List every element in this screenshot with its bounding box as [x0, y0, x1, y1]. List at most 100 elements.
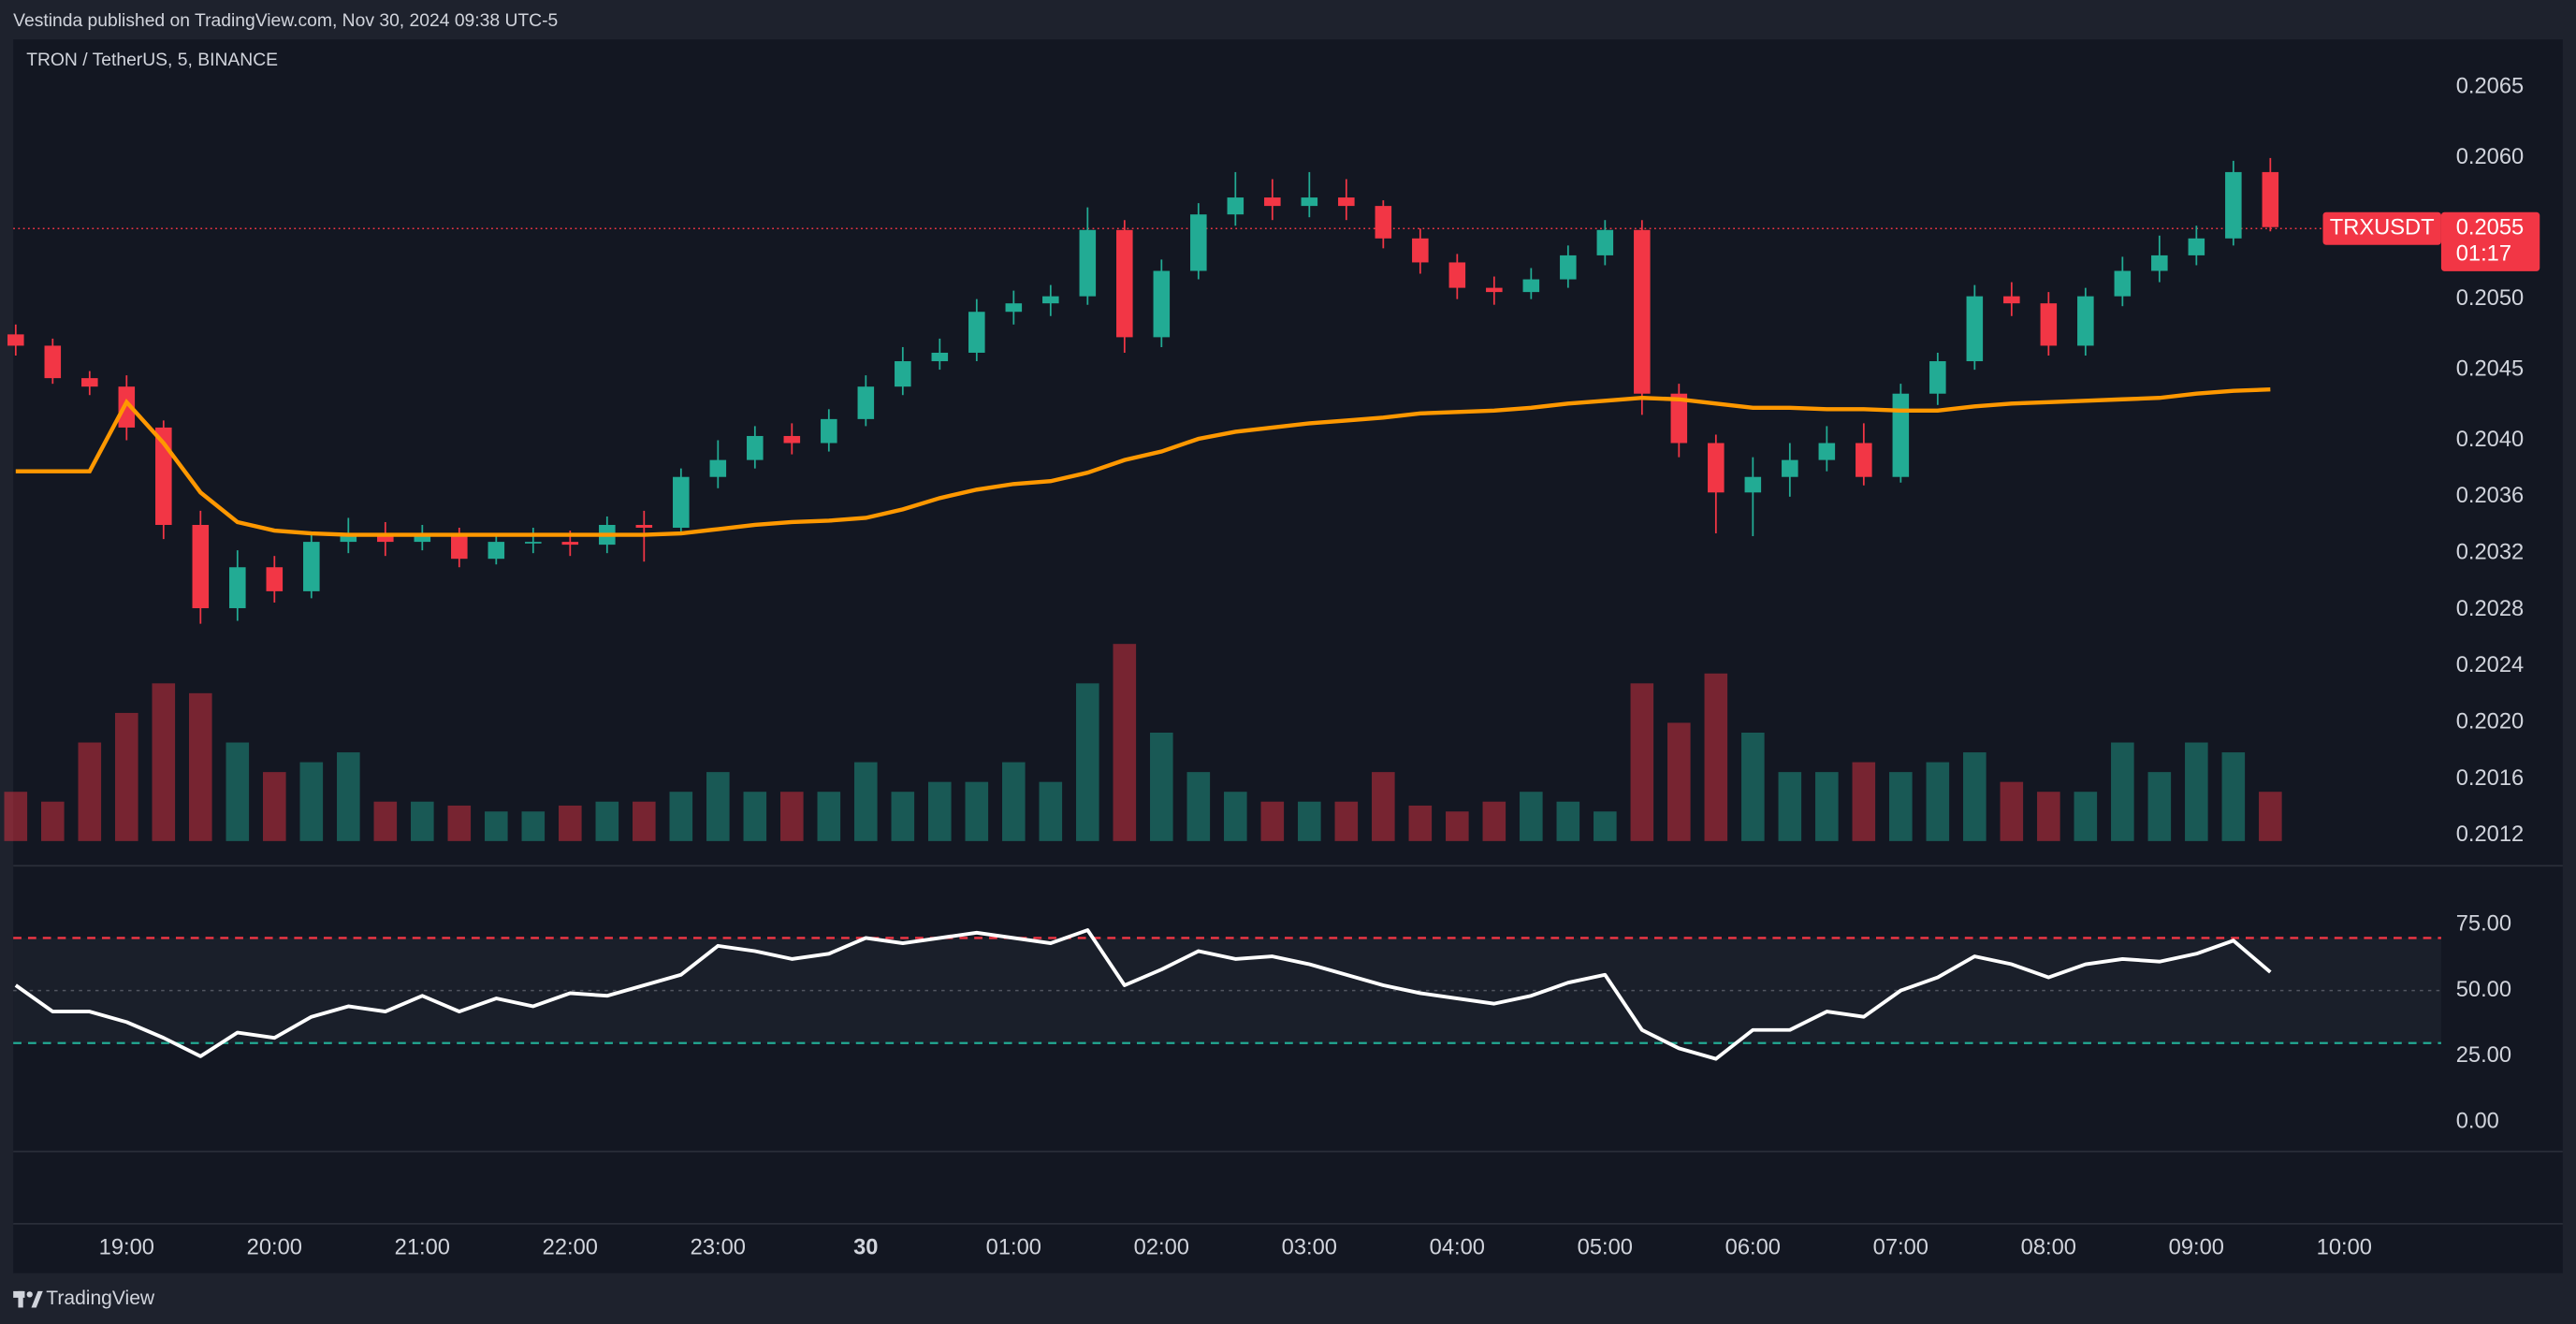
volume-bar: [1594, 811, 1617, 841]
volume-bar: [965, 781, 989, 841]
moving-average: [15, 387, 2271, 537]
volume-bar: [706, 772, 730, 841]
candle-body: [895, 361, 911, 387]
candle-body: [673, 476, 690, 529]
candle-body: [118, 386, 136, 428]
candle-body: [1856, 443, 1872, 477]
candle-body: [1818, 443, 1836, 460]
volume-bar: [4, 792, 28, 841]
volume-bar: [189, 692, 212, 841]
candle-body: [2151, 255, 2168, 271]
volume-bar: [226, 742, 250, 841]
y-tick-label: 0.2032: [2456, 540, 2524, 564]
candle-body: [414, 533, 431, 543]
volume-bar: [891, 792, 915, 841]
volume-bar: [2185, 742, 2208, 841]
volume-bar: [337, 752, 360, 841]
volume-bar: [152, 683, 176, 841]
candle-body: [2040, 303, 2058, 346]
brand-logo: [13, 1290, 43, 1308]
volume-bar: [1446, 811, 1469, 841]
x-tick-label: 10:00: [2317, 1236, 2372, 1260]
x-tick-label: 05:00: [1578, 1236, 1633, 1260]
volume-bar: [521, 811, 546, 841]
volume-bar: [1186, 772, 1211, 841]
volume-bar: [1852, 762, 1876, 841]
symbol-title: TRON / TetherUS, 5, BINANCE: [26, 51, 278, 70]
volume-bar: [1150, 732, 1173, 841]
y-tick-label: 0.2050: [2456, 286, 2524, 311]
candle-body: [1412, 238, 1429, 263]
candle-body: [1966, 296, 1984, 362]
candle-body: [747, 435, 764, 460]
candle-body: [1522, 279, 1540, 293]
volume-bar: [1002, 762, 1026, 841]
volume-bar: [411, 801, 434, 841]
candle-body: [1079, 229, 1097, 297]
volume-bar: [1520, 792, 1543, 841]
candle-body: [525, 542, 542, 544]
volume-bar: [780, 792, 804, 841]
last-price-label: 0.2055: [2456, 216, 2524, 240]
candle-body: [1005, 303, 1023, 313]
volume-bar: [817, 792, 841, 841]
candle-body: [451, 533, 468, 560]
candle-body: [2262, 171, 2279, 227]
volume-bar: [2147, 772, 2172, 841]
candle-body: [1929, 361, 1946, 394]
candle-body: [2003, 296, 2020, 304]
candle-body: [1634, 229, 1651, 394]
x-tick-label: 08:00: [2021, 1236, 2076, 1260]
candle-body: [2114, 270, 2132, 297]
volume-bar: [1889, 772, 1913, 841]
volume-bar: [669, 792, 693, 841]
candle-body: [1190, 214, 1207, 271]
candle-body: [1448, 262, 1466, 288]
x-tick-label: 02:00: [1134, 1236, 1189, 1260]
candle-body: [1892, 393, 1910, 477]
y-tick-label: 50.00: [2456, 978, 2511, 1002]
candle-body: [229, 567, 246, 608]
candle-body: [857, 386, 875, 419]
volume-bar: [263, 772, 286, 841]
volume-bar: [1334, 801, 1359, 841]
volume-bar: [2074, 792, 2098, 841]
candle-body: [1486, 287, 1503, 293]
x-tick-label: 23:00: [691, 1236, 746, 1260]
price-symbol: TRXUSDT: [2330, 216, 2435, 240]
volume-bar: [1815, 772, 1839, 841]
rsi-line: [14, 928, 2272, 1061]
volume-bar: [1076, 683, 1099, 841]
x-tick-label: 30: [853, 1236, 878, 1260]
volume-bar: [1778, 772, 1802, 841]
volume-bar: [1372, 772, 1395, 841]
x-tick-label: 04:00: [1430, 1236, 1485, 1260]
volume-bar: [1963, 752, 1987, 841]
candle-body: [968, 312, 985, 353]
candle-body: [561, 542, 579, 546]
candle-body: [303, 542, 320, 591]
brand-name: TradingView: [46, 1288, 155, 1309]
y-tick-label: 0.2016: [2456, 766, 2524, 791]
y-tick-label: 0.2040: [2456, 428, 2524, 452]
publish-note: Vestinda published on TradingView.com, N…: [13, 11, 558, 31]
candle-body: [2077, 296, 2094, 346]
volume-bar: [1630, 683, 1654, 841]
volume-bar: [1741, 732, 1765, 841]
candle-body: [192, 524, 210, 608]
y-tick-label: 25.00: [2456, 1043, 2511, 1068]
volume-bar: [1704, 673, 1728, 841]
candle-body: [488, 542, 505, 560]
candle-body: [635, 524, 653, 529]
volume-bar: [1298, 801, 1321, 841]
volume-bar: [2000, 781, 2024, 841]
candle-body: [266, 567, 284, 591]
bar-countdown: 01:17: [2456, 242, 2511, 267]
candle-body: [821, 418, 837, 444]
candle-body: [1338, 197, 1355, 207]
volume-bar: [928, 781, 952, 841]
y-tick-label: 75.00: [2456, 912, 2511, 937]
volume-bar: [2221, 752, 2246, 841]
y-tick-label: 0.2060: [2456, 145, 2524, 169]
